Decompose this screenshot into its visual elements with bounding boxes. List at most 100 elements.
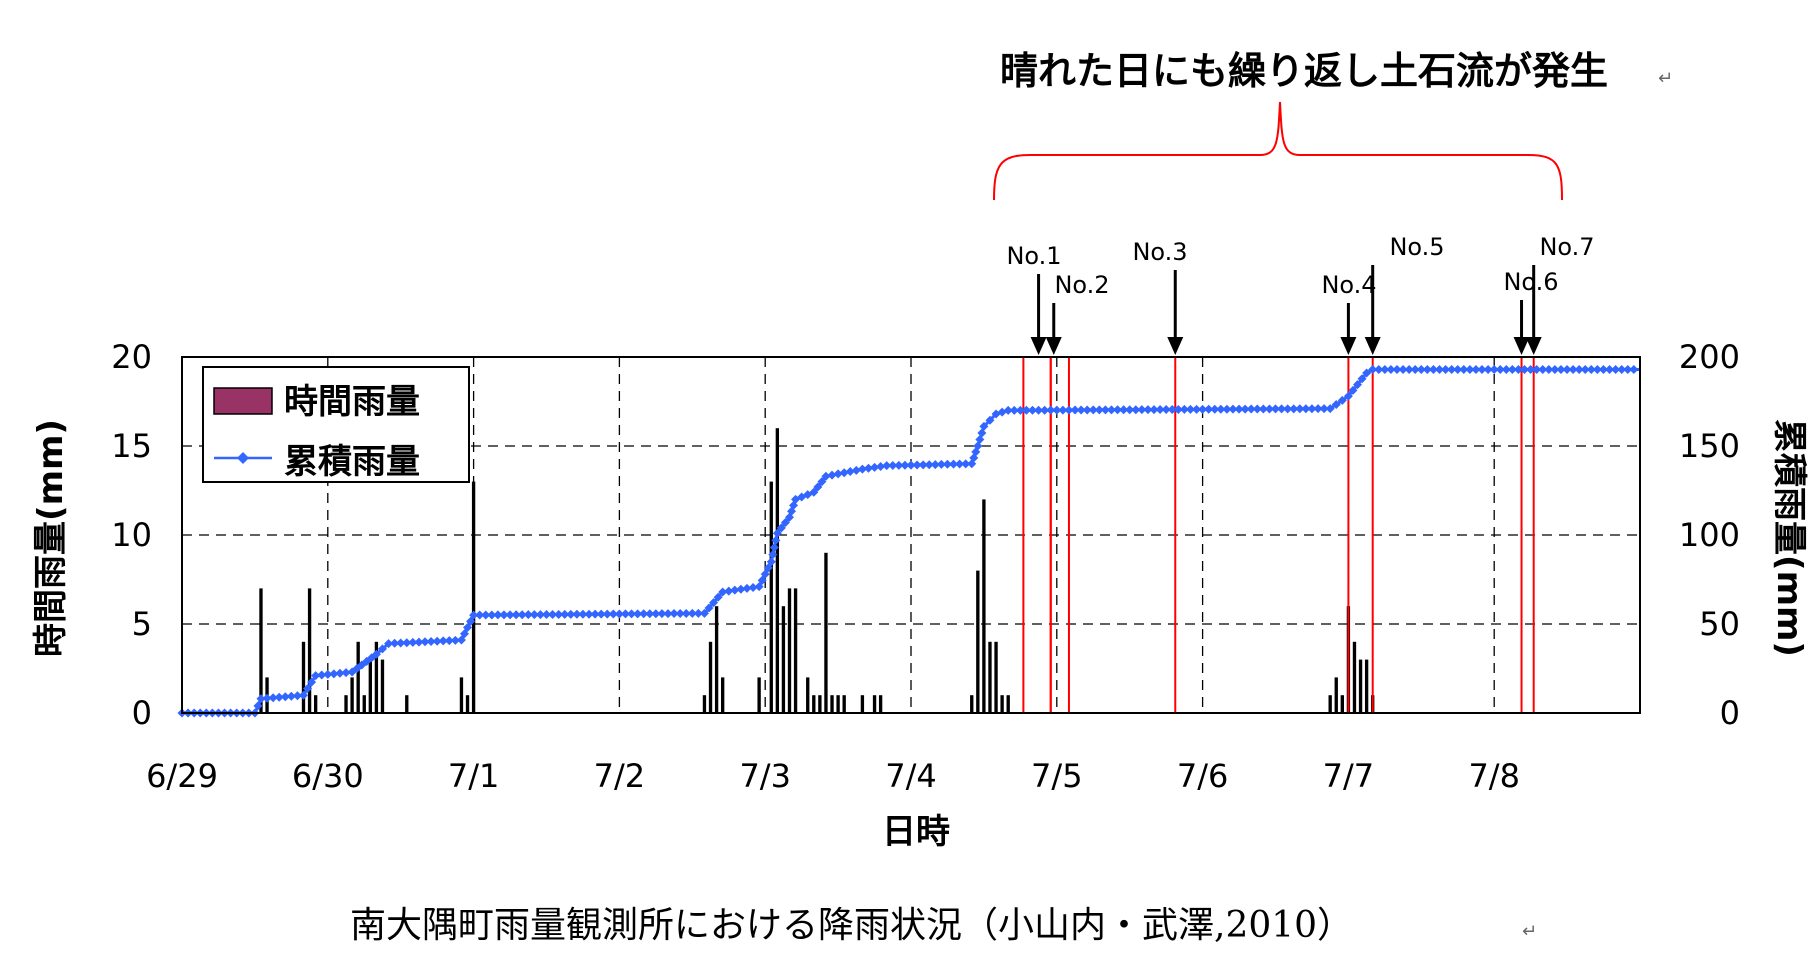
cumulative-rain-point: [687, 608, 697, 618]
cumulative-rain-point: [292, 691, 302, 701]
cumulative-rain-point: [1252, 404, 1262, 414]
cumulative-rain-point: [851, 465, 861, 475]
x-tick-label: 7/4: [885, 757, 937, 795]
cumulative-rain-point: [1295, 404, 1305, 414]
cumulative-rain-point: [1465, 364, 1475, 374]
event-arrow-head: [1513, 337, 1530, 355]
hourly-rain-bar: [806, 677, 810, 713]
cumulative-rain-point: [863, 463, 873, 473]
hourly-rain-bar: [465, 695, 470, 713]
chart-headline: 晴れた日にも繰り返し土石流が発生: [1000, 49, 1608, 93]
x-tick-label: 7/1: [448, 757, 500, 795]
cumulative-rain-point: [975, 434, 985, 444]
cumulative-rain-point: [578, 609, 588, 619]
hourly-rain-bar: [982, 499, 986, 713]
cumulative-rain-point: [311, 671, 321, 681]
cumulative-rain-point: [493, 610, 503, 620]
cumulative-rain-point: [681, 608, 691, 618]
cumulative-rain-point: [1216, 404, 1226, 414]
cumulative-rain-point: [1343, 391, 1353, 401]
hourly-rain-bar: [830, 695, 834, 713]
hourly-rain-bar: [1364, 659, 1369, 713]
cumulative-rain-point: [1453, 364, 1463, 374]
legend-label-cumulative: 累積雨量: [284, 442, 420, 482]
cumulative-rain-point: [1611, 364, 1621, 374]
cumulative-rain-point: [870, 462, 880, 472]
cumulative-rain-point: [709, 598, 719, 608]
cumulative-rain-point: [1240, 404, 1250, 414]
cumulative-rain-point: [1131, 405, 1141, 415]
cumulative-rain-point: [918, 460, 928, 470]
cumulative-rain-point: [888, 460, 898, 470]
x-tick-label: 7/5: [1031, 757, 1083, 795]
legend-label-hourly: 時間雨量: [284, 382, 420, 422]
cumulative-rain-point: [772, 528, 782, 538]
cumulative-rain-point: [408, 637, 418, 647]
cumulative-rain-point: [839, 468, 849, 478]
cumulative-rain-point: [1404, 364, 1414, 374]
x-tick-label: 7/6: [1177, 757, 1229, 795]
cumulative-rain-point: [1362, 368, 1372, 378]
cumulative-rain-point: [1046, 405, 1056, 415]
hourly-rain-bar: [459, 677, 464, 713]
cumulative-rain-point: [813, 482, 823, 492]
cumulative-rain-point: [1459, 364, 1469, 374]
cumulative-rain-point: [713, 592, 723, 602]
cumulative-rain-point: [730, 585, 740, 595]
x-tick-label: 7/3: [739, 757, 791, 795]
right-axis-label: 累積雨量(mm): [1769, 419, 1809, 657]
cumulative-rain-point: [1532, 364, 1542, 374]
cumulative-rain-point: [1222, 404, 1232, 414]
x-tick-label: 7/7: [1323, 757, 1375, 795]
hourly-rain-bar: [994, 641, 998, 713]
cumulative-rain-point: [1598, 364, 1608, 374]
cumulative-rain-point: [955, 459, 965, 469]
cumulative-rain-point: [1003, 405, 1013, 415]
cumulative-rain-point: [936, 459, 946, 469]
event-label: No.7: [1539, 233, 1594, 261]
cumulative-rain-point: [307, 677, 317, 687]
cumulative-rain-point: [323, 669, 333, 679]
event-label: No.1: [1006, 242, 1061, 270]
hourly-rain-bar: [471, 481, 476, 713]
cumulative-rain-point: [985, 415, 995, 425]
cumulative-rain-point: [663, 609, 673, 619]
cumulative-rain-point: [608, 609, 618, 619]
cumulative-rain-point: [924, 460, 934, 470]
cumulative-rain-point: [529, 610, 539, 620]
cumulative-rain-point: [645, 609, 655, 619]
cumulative-rain-point: [633, 609, 643, 619]
cumulative-rain-point: [426, 637, 436, 647]
cumulative-rain-point: [906, 460, 916, 470]
cumulative-rain-point: [481, 610, 491, 620]
cumulative-rain-point: [256, 694, 266, 704]
right-axis-ticks: 0 50 100 150 200: [1679, 338, 1740, 732]
cumulative-rain-point: [1348, 385, 1358, 395]
hourly-rain-bar: [976, 570, 980, 713]
hourly-rain-bar: [757, 677, 761, 713]
hourly-rain-bar: [1000, 695, 1004, 713]
left-tick-label: 5: [132, 605, 152, 643]
cumulative-rain-point: [1580, 364, 1590, 374]
cumulative-rain-point: [780, 518, 790, 528]
hourly-rain-bar: [301, 641, 306, 713]
cumulative-rain-point: [1137, 405, 1147, 415]
hourly-rain-bar: [872, 695, 877, 713]
cumulative-rain-point: [1015, 405, 1025, 415]
cumulative-rain-point: [1556, 364, 1566, 374]
cumulative-rain-point: [456, 635, 466, 645]
left-axis-ticks: 0 5 10 15 20: [111, 338, 152, 732]
cumulative-rain-point: [590, 609, 600, 619]
cumulative-rain-point: [1410, 364, 1420, 374]
cumulative-rain-point: [1398, 364, 1408, 374]
cumulative-rain-point: [1380, 364, 1390, 374]
cumulative-rain-point: [768, 550, 778, 560]
cumulative-rain-point: [1198, 404, 1208, 414]
cumulative-rain-point: [1161, 405, 1171, 415]
cumulative-rain-point: [1064, 405, 1074, 415]
cumulative-rain-point: [942, 459, 952, 469]
cumulative-rain-point: [253, 701, 263, 711]
cumulative-rain-point: [1550, 364, 1560, 374]
cumulative-rain-point: [487, 610, 497, 620]
x-tick-label: 7/2: [594, 757, 646, 795]
